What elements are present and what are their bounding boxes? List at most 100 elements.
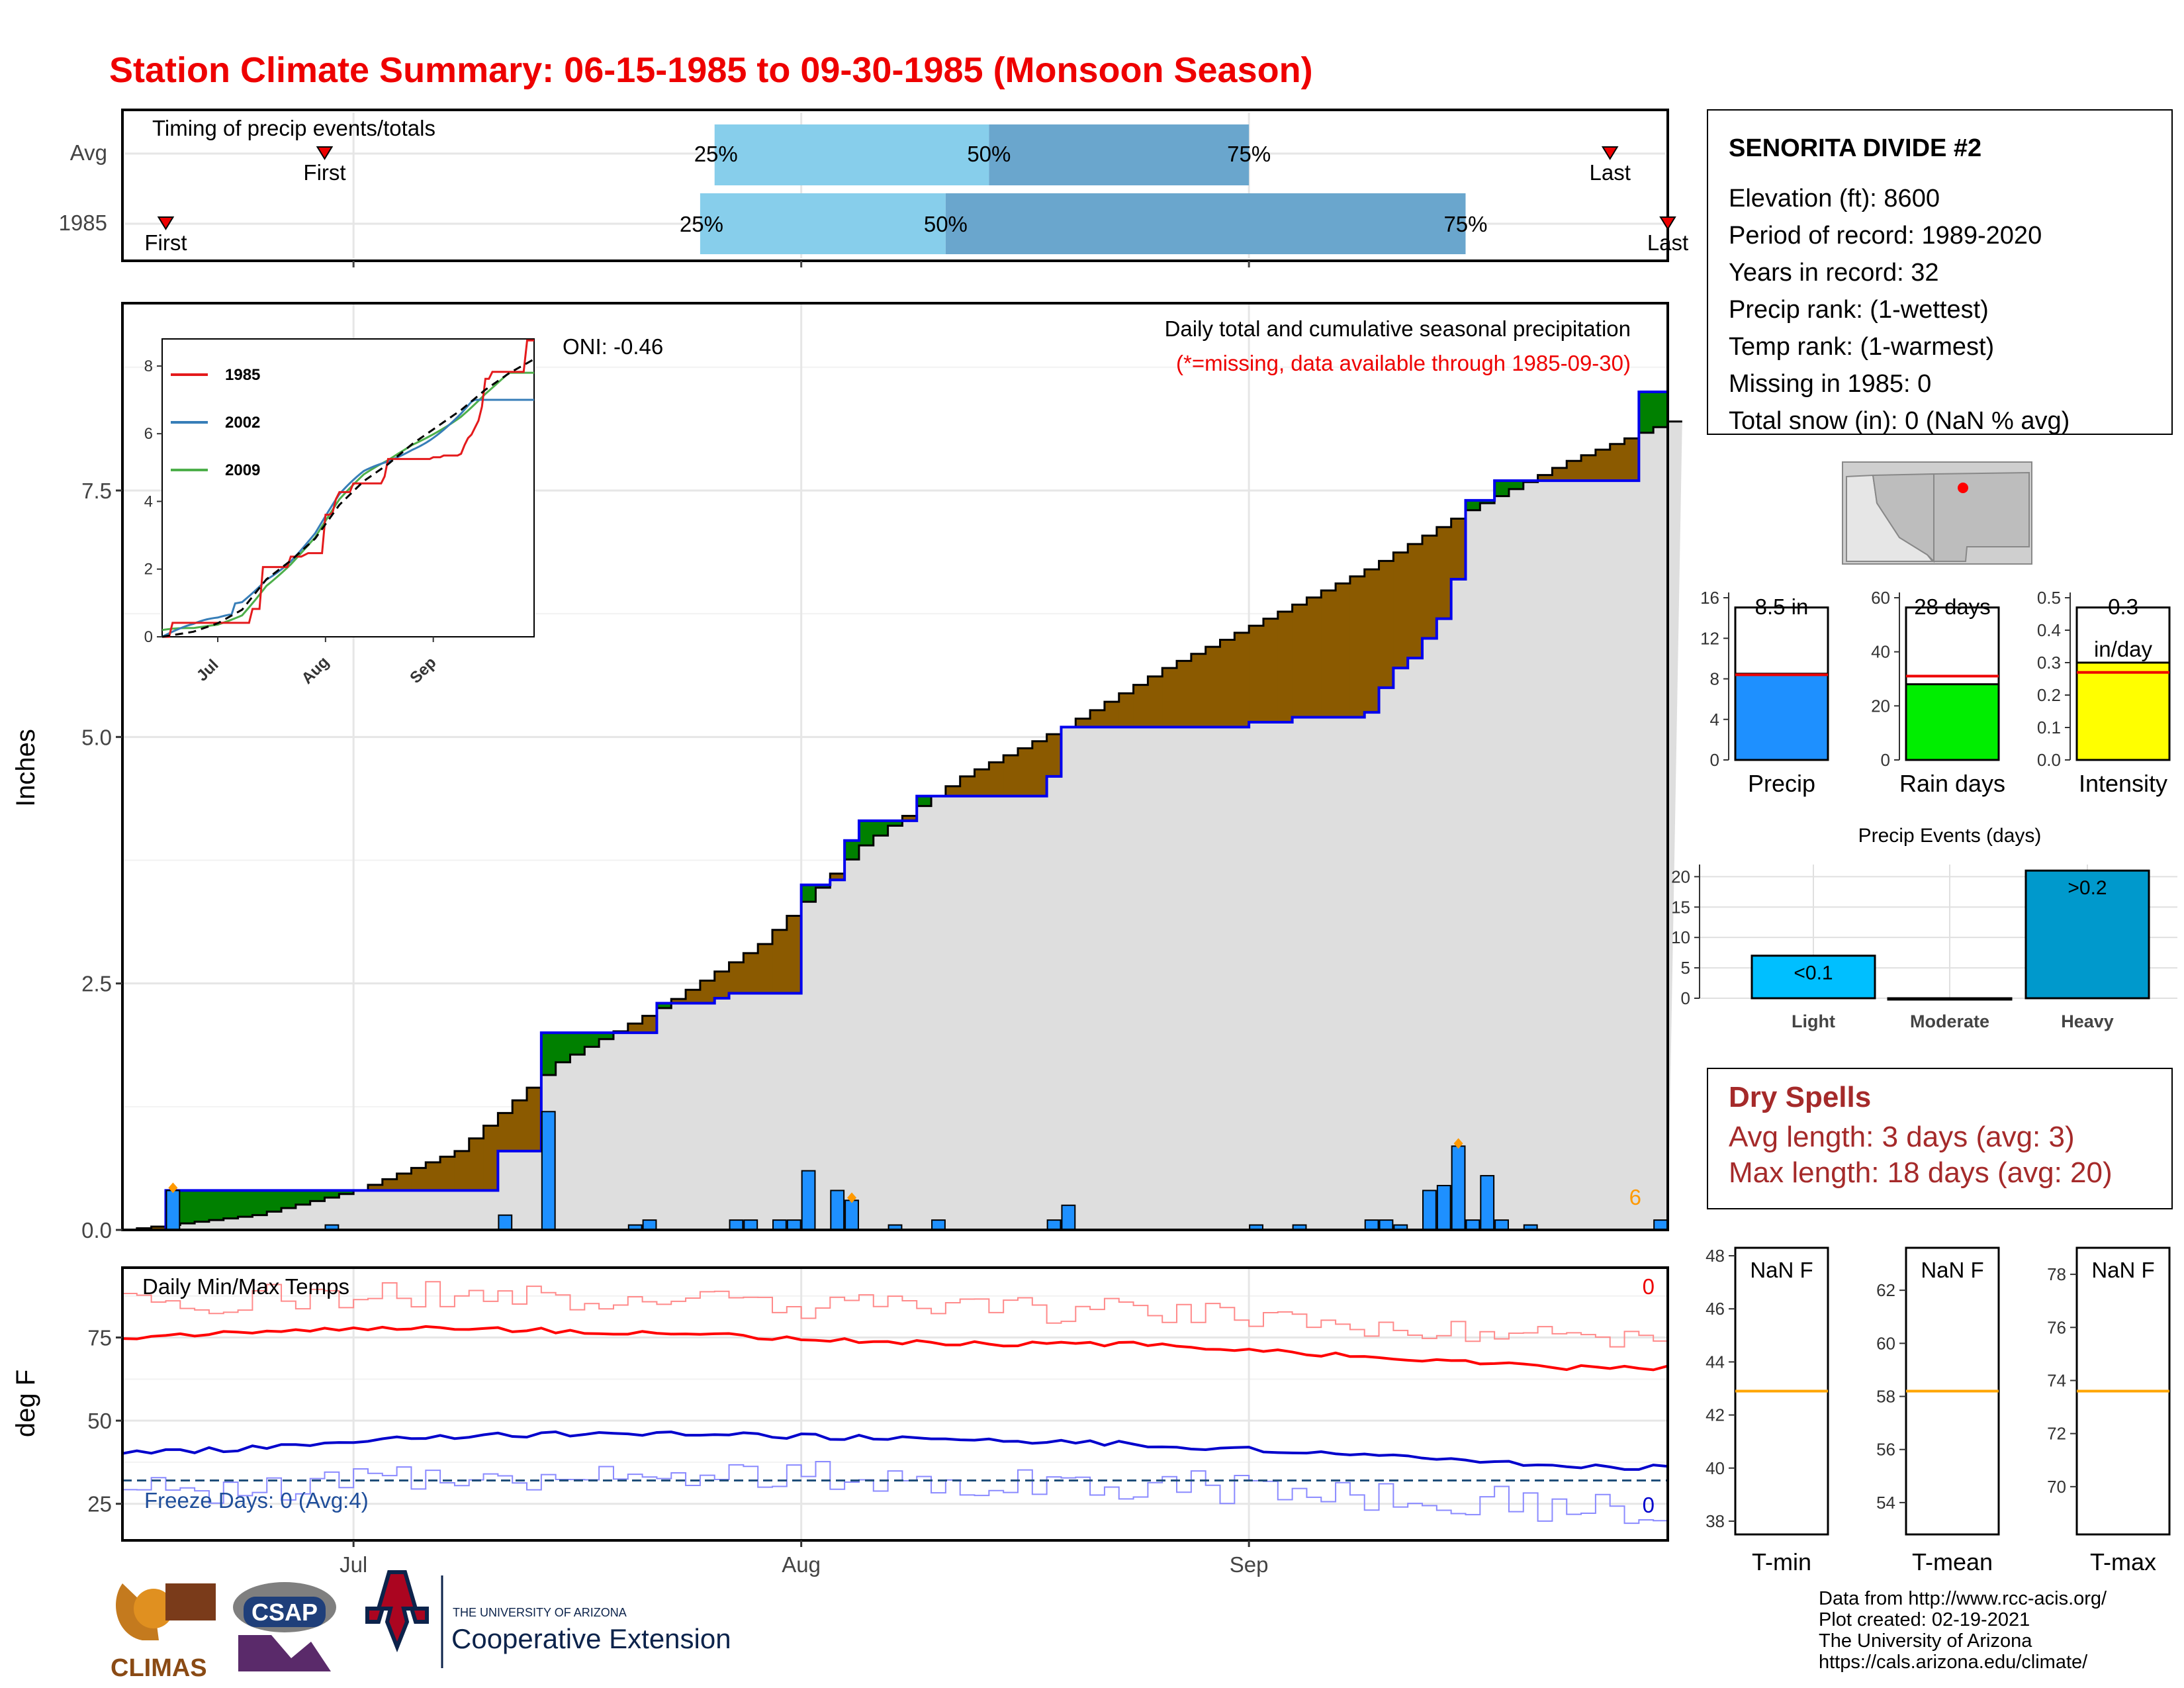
- below-average-segment: [1046, 734, 1062, 776]
- temp-summary-tick-label: 76: [2047, 1317, 2066, 1337]
- precip-y-tick-label: 7.5: [81, 479, 112, 503]
- below-average-segment: [974, 769, 989, 796]
- below-average-segment: [1624, 438, 1639, 481]
- events-bar-label: <0.1: [1794, 962, 1833, 984]
- above-average-segment: [1480, 500, 1495, 504]
- precip-y-tick-label: 5.0: [81, 725, 112, 749]
- above-average-segment: [815, 884, 831, 888]
- temp-x-tick-label: Aug: [782, 1552, 821, 1577]
- max-count: 0: [1643, 1274, 1655, 1299]
- below-average-segment: [1017, 748, 1033, 796]
- temp-summary-panel: 54 56 58 60 62 NaN F T-mean: [1876, 1246, 2000, 1575]
- timing-bar-low: [700, 193, 946, 254]
- smoothed-max-temp-line: [122, 1325, 1668, 1372]
- above-average-segment: [1508, 481, 1524, 489]
- climas-sun: [134, 1589, 173, 1628]
- inset-line-1985: [162, 339, 534, 638]
- dry-spells-title: Dry Spells: [1729, 1081, 1871, 1113]
- station-info-frame: [1707, 109, 2173, 435]
- events-y-tick-label: 10: [1671, 927, 1690, 947]
- csap-wordmark: CSAP: [251, 1599, 318, 1626]
- below-average-segment: [1104, 702, 1120, 727]
- inset-frame: [161, 338, 535, 637]
- inset-legend: 1985 2002 2009: [171, 366, 260, 479]
- summary-bar-panel: 0.0 0.1 0.2 0.3 0.4 0.5 0.3 in/day Intensity: [2037, 588, 2171, 797]
- temp-summary-label: T-min: [1752, 1548, 1811, 1575]
- temp-summary-tick-label: 46: [1706, 1299, 1725, 1319]
- events-y-tick-label: 5: [1681, 958, 1690, 978]
- above-average-segment: [310, 1190, 326, 1201]
- temp-x-tick-label: Sep: [1230, 1552, 1269, 1577]
- daily-precip-bar: [642, 1219, 657, 1231]
- above-average-segment: [917, 796, 932, 806]
- station-snow: Total snow (in): 0 (NaN % avg): [1729, 407, 2070, 435]
- timing-bar-low: [714, 124, 989, 185]
- dry-spells-avg: Avg length: 3 days (avg: 3): [1729, 1121, 2075, 1153]
- below-average-segment: [1408, 543, 1423, 659]
- above-average-segment: [1465, 500, 1480, 510]
- timing-p75-label: 75%: [1227, 142, 1271, 166]
- station-temp-rank: Temp rank: (1-warmest): [1729, 333, 1994, 361]
- below-average-segment: [1133, 684, 1148, 727]
- below-average-segment: [902, 816, 917, 821]
- below-average-segment: [1552, 467, 1567, 481]
- events-bar-label: >0.2: [2068, 877, 2107, 899]
- above-average-segment: [657, 1003, 672, 1008]
- inset-legend-label: 2009: [225, 461, 260, 479]
- summary-bar-value-label: 0.3: [2108, 594, 2138, 619]
- last-event-label: Last: [1647, 230, 1688, 255]
- below-average-segment: [1148, 676, 1163, 727]
- temp-x-ticks: Jul Aug Sep: [340, 1540, 1269, 1577]
- below-average-segment: [1191, 653, 1206, 727]
- below-average-segment: [671, 999, 686, 1004]
- daily-precip-bar: [801, 1170, 816, 1231]
- summary-bar-label: Intensity: [2079, 770, 2167, 797]
- summary-bar-value: [1905, 683, 2000, 761]
- csap-logo: CSAP: [233, 1582, 336, 1671]
- below-average-segment: [1177, 661, 1192, 727]
- temp-summary-label: T-mean: [1912, 1548, 1993, 1575]
- daily-precip-bar: [729, 1219, 744, 1231]
- below-average-segment: [469, 1138, 484, 1191]
- precip-subtitle: Daily total and cumulative seasonal prec…: [1165, 316, 1631, 341]
- below-average-segment: [396, 1173, 412, 1191]
- above-average-segment: [1494, 481, 1510, 496]
- logos: CLIMAS CSAP THE UNIVERSITY OF ARIZONA Co…: [111, 1570, 731, 1682]
- summary-bar-tick-label: 12: [1700, 628, 1719, 648]
- summary-bar-tick-label: 0.3: [2037, 653, 2061, 673]
- above-average-segment: [801, 884, 816, 902]
- last-event-marker: [1659, 216, 1676, 230]
- temp-y-tick-label: 25: [87, 1492, 112, 1517]
- temp-summary-tick-label: 44: [1706, 1352, 1725, 1372]
- station-precip-rank: Precip rank: (1-wettest): [1729, 296, 1989, 324]
- daily-precip-bar: [830, 1190, 845, 1231]
- below-average-segment: [1451, 518, 1466, 580]
- below-average-segment: [642, 1015, 657, 1033]
- below-average-segment: [772, 929, 788, 994]
- events-y-tick-label: 0: [1681, 988, 1690, 1008]
- first-event-label: First: [303, 160, 345, 185]
- csap-badge: [244, 1597, 326, 1627]
- daily-precip-bar: [743, 1219, 758, 1231]
- locator-map: [1842, 461, 2032, 565]
- summary-bar-value-label: 8.5 in: [1755, 594, 1809, 619]
- above-average-segment: [267, 1190, 282, 1212]
- below-average-segment: [1610, 444, 1625, 481]
- above-average-segment: [584, 1033, 600, 1047]
- last-event-marker: [1601, 146, 1619, 160]
- below-average-segment: [989, 762, 1004, 796]
- station-years: Years in record: 32: [1729, 259, 1939, 287]
- summary-bar-tick-label: 40: [1871, 642, 1890, 662]
- summary-bar-tick-label: 20: [1871, 696, 1890, 716]
- temp-summary-label: T-max: [2090, 1548, 2156, 1575]
- precip-y-ticks: 0.0 2.5 5.0 7.5: [81, 479, 122, 1243]
- summary-bar-label: Rain days: [1899, 770, 2005, 797]
- below-average-segment: [1220, 639, 1235, 727]
- events-bar: [1887, 997, 2013, 1001]
- temp-summary-tick-label: 40: [1706, 1458, 1725, 1478]
- last-event-label: Last: [1590, 160, 1631, 185]
- events-x-label: Moderate: [1910, 1011, 1989, 1031]
- below-average-segment: [960, 776, 976, 796]
- timing-bars: 25% 50% 75% First Last 25% 50% 75% First Last: [144, 124, 1688, 255]
